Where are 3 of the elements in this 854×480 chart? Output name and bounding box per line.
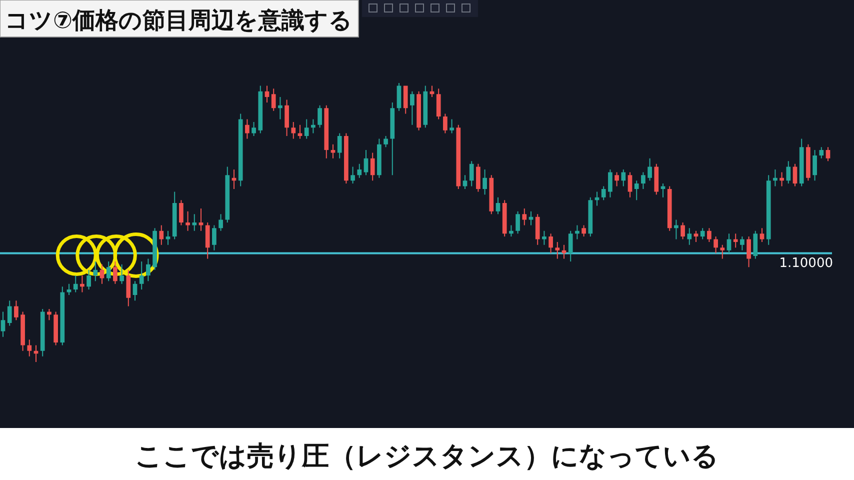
caption: ここでは売り圧（レジスタンス）になっている	[135, 441, 719, 472]
line-note: 1.10000	[779, 256, 833, 272]
title: コツ⑦価格の節目周辺を意識する	[5, 8, 352, 34]
